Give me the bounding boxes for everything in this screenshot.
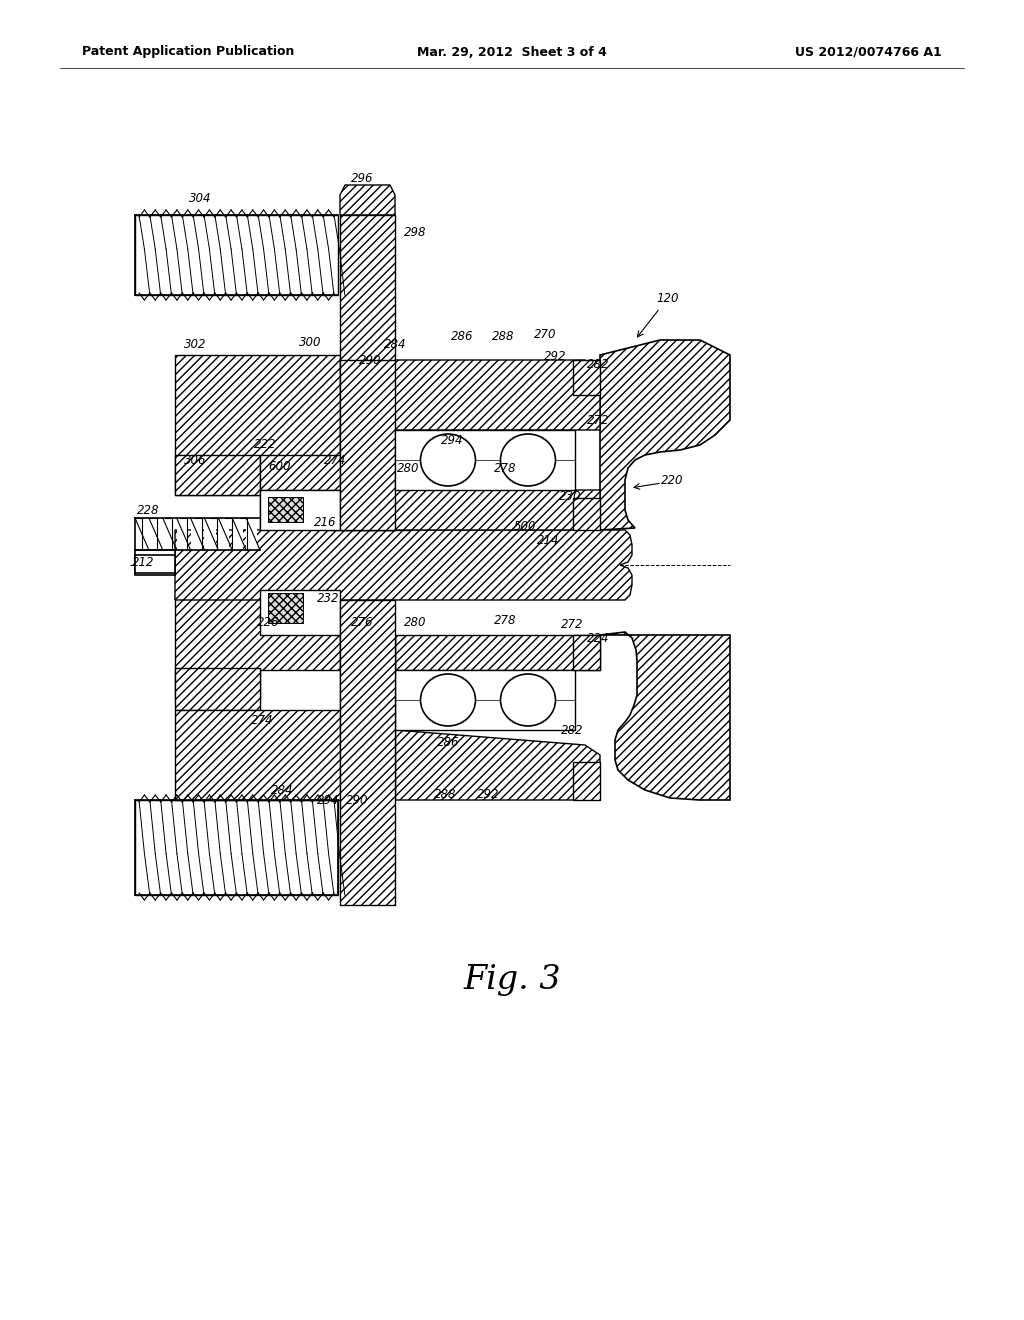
Text: US 2012/0074766 A1: US 2012/0074766 A1 (796, 45, 942, 58)
Text: Fig. 3: Fig. 3 (463, 964, 561, 997)
Text: Mar. 29, 2012  Sheet 3 of 4: Mar. 29, 2012 Sheet 3 of 4 (417, 45, 607, 58)
Bar (260, 490, 340, 531)
Bar (268, 498, 303, 521)
Text: 302: 302 (183, 338, 206, 351)
Text: 270: 270 (534, 329, 556, 342)
Text: 230: 230 (559, 490, 582, 503)
Text: 226: 226 (257, 616, 280, 630)
Polygon shape (175, 595, 340, 700)
Text: 284: 284 (270, 784, 293, 796)
Text: 224: 224 (587, 631, 609, 644)
Text: 282: 282 (587, 359, 609, 371)
Bar (573, 635, 600, 671)
Polygon shape (600, 632, 730, 800)
Polygon shape (175, 355, 340, 531)
Bar (340, 360, 395, 531)
Ellipse shape (501, 434, 555, 486)
Text: 292: 292 (544, 351, 566, 363)
Text: 280: 280 (396, 462, 419, 474)
Bar (573, 360, 600, 395)
Text: 500: 500 (514, 520, 537, 533)
Ellipse shape (421, 434, 475, 486)
Text: 212: 212 (132, 557, 155, 569)
Polygon shape (340, 185, 395, 215)
Text: 220: 220 (660, 474, 683, 487)
Text: 274: 274 (324, 454, 346, 466)
Text: 216: 216 (313, 516, 336, 528)
Bar (135, 215, 338, 294)
Bar (135, 554, 175, 573)
Bar (260, 590, 340, 635)
Text: 272: 272 (561, 619, 584, 631)
Bar (395, 671, 575, 730)
Bar (175, 455, 260, 495)
Text: 306: 306 (183, 454, 206, 466)
Polygon shape (190, 517, 202, 550)
Bar (260, 455, 340, 490)
Text: 120: 120 (656, 292, 679, 305)
Text: 294: 294 (440, 433, 463, 446)
Bar (573, 762, 600, 800)
Text: 294: 294 (316, 793, 339, 807)
Bar (340, 601, 395, 906)
Bar (325, 490, 410, 531)
Bar (175, 668, 260, 710)
Text: 232: 232 (316, 591, 339, 605)
Text: 274: 274 (251, 714, 273, 726)
Polygon shape (148, 517, 160, 550)
Ellipse shape (501, 675, 555, 726)
Text: 286: 286 (451, 330, 473, 343)
Bar (340, 215, 395, 531)
Text: 600: 600 (268, 459, 291, 473)
Text: 290: 290 (358, 354, 381, 367)
Polygon shape (177, 517, 187, 550)
Polygon shape (246, 517, 257, 550)
Text: 276: 276 (351, 616, 374, 630)
Polygon shape (600, 341, 730, 531)
Text: 278: 278 (494, 614, 516, 627)
Polygon shape (232, 517, 244, 550)
Polygon shape (395, 635, 600, 671)
Text: 214: 214 (537, 533, 559, 546)
Ellipse shape (421, 675, 475, 726)
Text: 298: 298 (403, 227, 426, 239)
Text: 300: 300 (299, 337, 322, 350)
Text: Patent Application Publication: Patent Application Publication (82, 45, 294, 58)
Text: 272: 272 (587, 413, 609, 426)
Polygon shape (175, 531, 632, 601)
Bar (573, 498, 600, 531)
Text: 292: 292 (477, 788, 500, 801)
Text: 290: 290 (346, 793, 369, 807)
Text: 284: 284 (384, 338, 407, 351)
Text: 288: 288 (492, 330, 514, 343)
Text: 278: 278 (494, 462, 516, 474)
Polygon shape (205, 517, 216, 550)
Polygon shape (395, 490, 600, 531)
Bar (135, 550, 175, 576)
Polygon shape (135, 517, 146, 550)
Text: 286: 286 (437, 737, 459, 750)
Text: 228: 228 (137, 503, 160, 516)
Text: 296: 296 (351, 172, 374, 185)
Bar (395, 430, 575, 490)
Text: 280: 280 (403, 616, 426, 630)
Text: 282: 282 (561, 723, 584, 737)
Bar (135, 800, 338, 895)
Text: 288: 288 (434, 788, 457, 801)
Polygon shape (395, 730, 600, 800)
Bar (175, 710, 340, 800)
Bar (268, 593, 303, 623)
Polygon shape (218, 517, 229, 550)
Bar (340, 635, 395, 800)
Polygon shape (395, 360, 600, 430)
Text: 304: 304 (188, 191, 211, 205)
Text: 222: 222 (254, 438, 276, 451)
Polygon shape (163, 517, 174, 550)
